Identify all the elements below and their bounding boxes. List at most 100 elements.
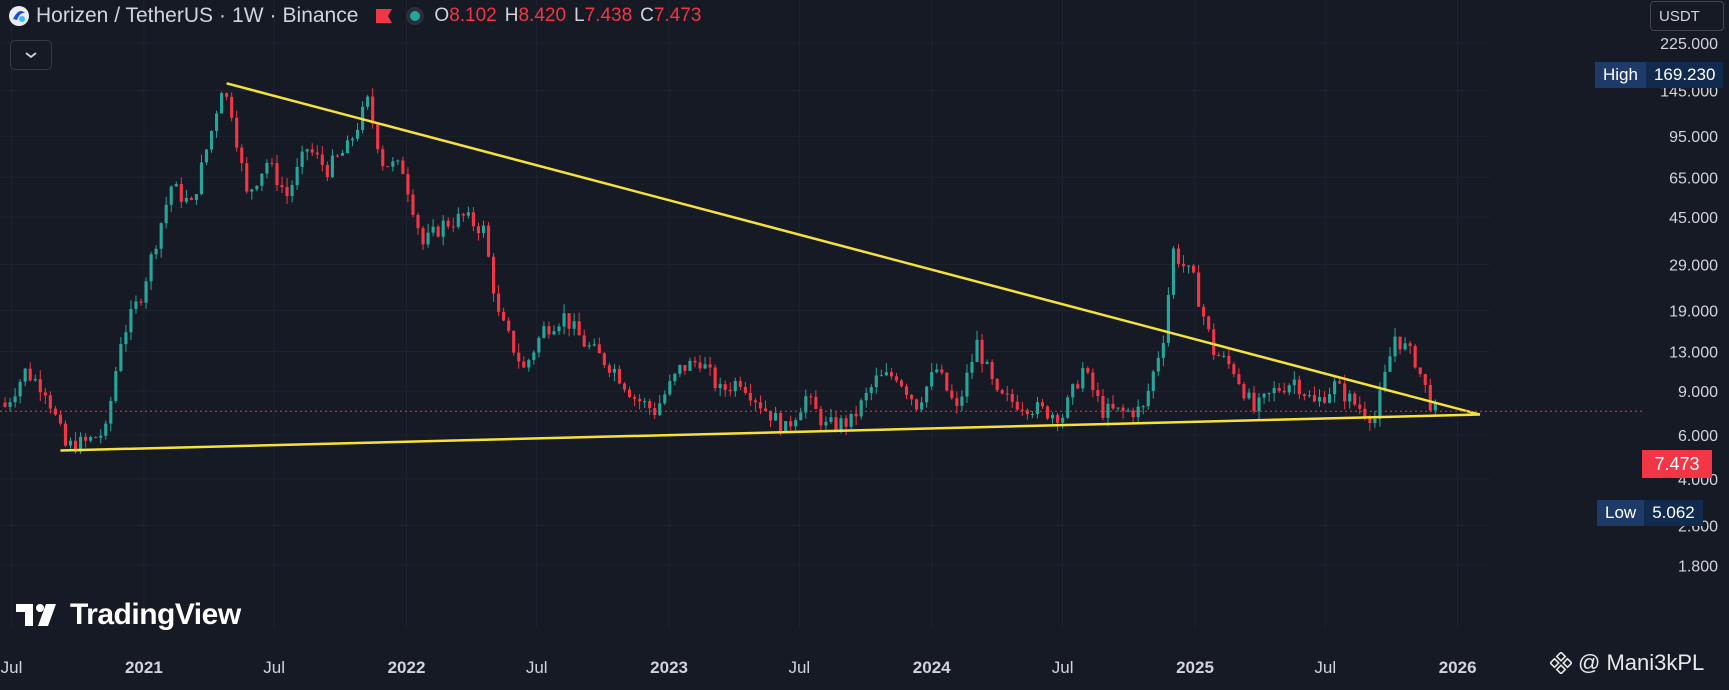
candle-body	[335, 155, 339, 157]
candle-body	[225, 93, 229, 97]
candle-body	[476, 226, 481, 234]
candle-body	[1030, 413, 1034, 415]
candle-body	[975, 339, 979, 363]
candle-body	[1071, 384, 1075, 398]
candle-body	[280, 185, 284, 188]
high-value: 169.230	[1645, 62, 1724, 88]
candle-body	[622, 383, 627, 390]
candle-body	[220, 93, 224, 114]
candle-body	[1403, 343, 1407, 350]
candle-body	[502, 311, 506, 321]
candle-body	[421, 228, 425, 245]
candle-body	[859, 400, 863, 417]
candle-body	[240, 147, 244, 164]
candle-body	[748, 392, 752, 401]
candle-body	[209, 130, 214, 150]
candle-body	[869, 387, 873, 393]
candle-body	[1348, 393, 1352, 402]
candle-body	[154, 248, 158, 255]
candle-body	[557, 326, 561, 332]
candle-body	[285, 187, 289, 197]
candle-body	[1232, 364, 1236, 375]
candle-body	[1237, 374, 1241, 385]
flag-icon[interactable]	[374, 8, 394, 24]
candle-body	[819, 408, 823, 426]
candle-body	[723, 384, 727, 390]
candle-body	[18, 381, 22, 397]
x-tick-label: 2024	[913, 658, 951, 677]
low-tag: Low 5.062	[1597, 500, 1703, 526]
candle-body	[582, 335, 586, 347]
candle-body	[567, 313, 571, 329]
interval[interactable]: 1W	[232, 4, 264, 27]
candle-body	[99, 435, 103, 438]
x-tick-label: 2023	[650, 658, 688, 677]
brand-name: TradingView	[70, 598, 241, 631]
candle-body	[169, 186, 173, 205]
candle-body	[8, 402, 12, 407]
candle-body	[829, 417, 833, 422]
candle-body	[391, 161, 395, 167]
candle-body	[768, 410, 773, 421]
candle-body	[1378, 390, 1382, 419]
candle-body	[617, 368, 622, 384]
candle-body	[497, 293, 501, 312]
market-status-icon[interactable]	[406, 7, 425, 25]
candle-body	[804, 396, 808, 413]
candle-body	[607, 365, 611, 373]
candle-body	[980, 339, 984, 364]
candle-body	[1066, 397, 1070, 418]
x-tick-label: Jul	[526, 658, 548, 677]
candle-body	[1101, 395, 1105, 418]
x-tick-label: Jul	[1052, 658, 1074, 677]
candle-body	[1161, 342, 1165, 358]
candle-body	[683, 365, 687, 371]
candle-body	[73, 440, 78, 452]
x-tick-label: Jul	[788, 658, 810, 677]
candle-body	[486, 225, 491, 257]
candle-body	[325, 164, 329, 178]
candle-body	[1272, 388, 1276, 394]
candle-body	[84, 436, 88, 441]
candle-body	[1186, 265, 1191, 267]
candle-body	[990, 361, 994, 379]
candle-body	[935, 369, 939, 373]
collapse-legend-button[interactable]	[10, 40, 52, 70]
candle-body	[1116, 407, 1120, 409]
exchange-name[interactable]: Binance	[282, 4, 359, 27]
candle-body	[597, 344, 601, 354]
candle-body	[945, 372, 949, 391]
candle-body	[1040, 402, 1045, 407]
candle-body	[894, 376, 899, 381]
candle-body	[481, 225, 486, 234]
candle-body	[305, 149, 309, 152]
candle-body	[1015, 401, 1019, 410]
candle-body	[411, 194, 415, 215]
candle-body	[3, 402, 7, 407]
y-tick-label: 225.000	[1660, 36, 1718, 53]
high-label: High	[1595, 62, 1646, 88]
candle-body	[1388, 356, 1392, 372]
candle-body	[884, 372, 888, 376]
candle-body	[733, 381, 737, 392]
candle-body	[1197, 272, 1201, 307]
candle-body	[1192, 265, 1196, 273]
candle-body	[552, 331, 556, 335]
candle-body	[1126, 410, 1130, 412]
y-tick-label: 9.000	[1678, 384, 1718, 401]
candle-body	[612, 368, 616, 373]
last-price-label: 7.473	[1642, 450, 1712, 478]
trendlines	[60, 82, 1481, 452]
candle-body	[1252, 392, 1256, 412]
candle-body	[1317, 397, 1322, 402]
time-axis[interactable]: Jul 2021 Jul 2022 Jul 2023 Jul 2024 Jul 2025 Jul 20…	[1, 658, 1477, 677]
currency-button[interactable]: USDT	[1650, 1, 1724, 31]
tradingview-logo[interactable]: TradingView	[16, 598, 241, 632]
candle-body	[930, 372, 934, 387]
symbol-name[interactable]: Horizen / TetherUS	[36, 4, 214, 27]
price-axis[interactable]: 225.000145.00095.00065.00045.00029.00019…	[1660, 36, 1718, 575]
candle-body	[1322, 397, 1327, 403]
candle-body	[149, 254, 153, 282]
candle-body	[1141, 406, 1145, 408]
